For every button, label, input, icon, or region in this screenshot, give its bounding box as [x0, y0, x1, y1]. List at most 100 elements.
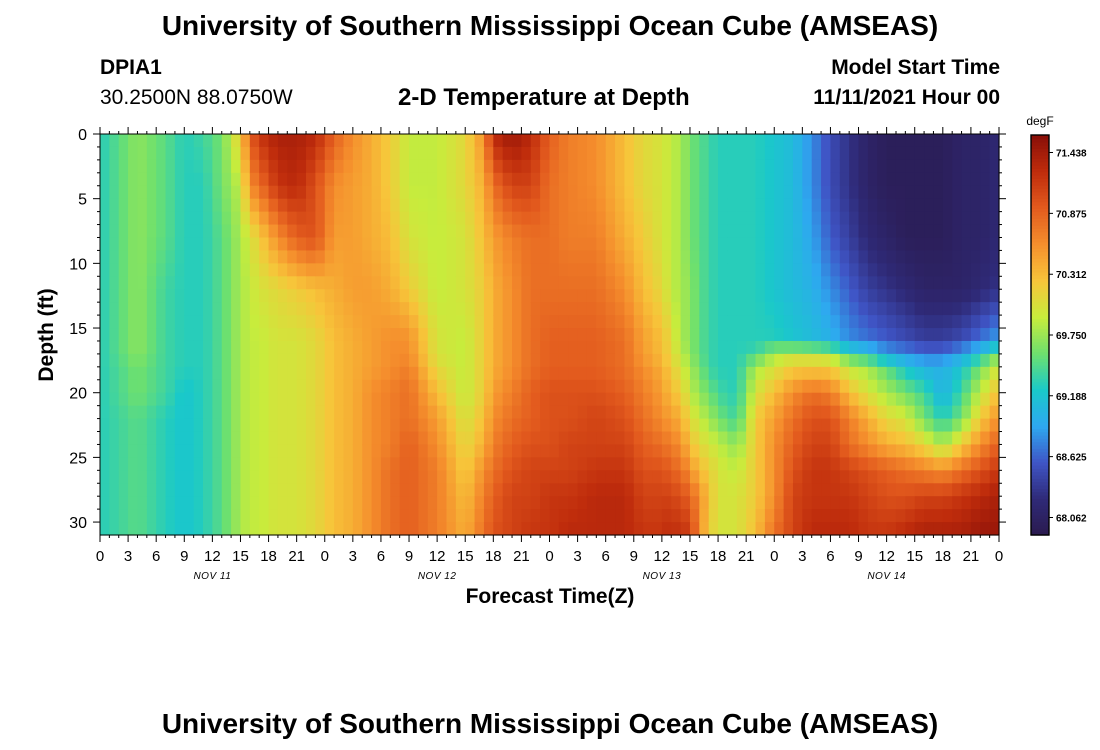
heatmap-cell	[352, 224, 363, 239]
heatmap-cell	[343, 315, 354, 329]
heatmap-cell	[558, 146, 569, 161]
heatmap-cell	[895, 340, 906, 355]
heatmap-cell	[474, 431, 485, 446]
heatmap-cell	[212, 289, 223, 303]
heatmap-cell	[212, 496, 223, 510]
heatmap-cell	[521, 379, 532, 394]
heatmap-cell	[615, 211, 626, 226]
heatmap-cell	[708, 250, 719, 264]
heatmap-cell	[989, 315, 1000, 329]
heatmap-cell	[390, 509, 401, 523]
heatmap-cell	[287, 379, 298, 394]
heatmap-cell	[156, 185, 167, 200]
heatmap-cell	[736, 509, 747, 523]
heatmap-cell	[746, 379, 757, 394]
heatmap-cell	[830, 418, 841, 433]
heatmap-cell	[568, 224, 579, 239]
heatmap-cell	[961, 159, 972, 174]
heatmap-cell	[259, 496, 270, 510]
heatmap-cell	[184, 185, 195, 200]
heatmap-cell	[334, 172, 345, 187]
heatmap-cell	[689, 431, 700, 446]
heatmap-cell	[577, 431, 588, 446]
heatmap-cell	[643, 444, 654, 458]
heatmap-cell	[446, 444, 457, 458]
heatmap-cell	[212, 302, 223, 316]
heatmap-cell	[240, 392, 251, 407]
heatmap-cell	[661, 444, 672, 458]
heatmap-cell	[624, 392, 635, 407]
heatmap-cell	[549, 353, 560, 368]
heatmap-cell	[802, 418, 813, 433]
heatmap-cell	[249, 509, 260, 523]
heatmap-cell	[268, 172, 279, 187]
heatmap-cell	[839, 185, 850, 200]
y-tick-label: 10	[69, 256, 87, 273]
colorbar-segment	[1031, 201, 1049, 206]
heatmap-cell	[231, 211, 242, 226]
heatmap-cell	[586, 340, 597, 355]
heatmap-cell	[483, 457, 494, 471]
heatmap-cell	[680, 172, 691, 187]
heatmap-cell	[718, 185, 729, 200]
heatmap-cell	[437, 340, 448, 355]
heatmap-cell	[886, 198, 897, 213]
heatmap-cell	[512, 379, 522, 394]
heatmap-cell	[380, 418, 391, 433]
heatmap-cell	[549, 198, 560, 213]
heatmap-cell	[652, 328, 663, 342]
heatmap-cell	[811, 289, 822, 303]
heatmap-cell	[455, 211, 466, 226]
heatmap-cell	[924, 185, 935, 200]
heatmap-cell	[605, 224, 616, 239]
heatmap-cell	[914, 172, 925, 187]
heatmap-cell	[259, 172, 270, 187]
heatmap-cell	[586, 159, 597, 174]
heatmap-cell	[586, 263, 597, 277]
heatmap-cell	[877, 483, 888, 497]
heatmap-cell	[661, 340, 672, 355]
heatmap-cell	[521, 328, 532, 342]
heatmap-cell	[839, 263, 850, 277]
heatmap-cell	[352, 315, 363, 329]
heatmap-cell	[128, 315, 139, 329]
heatmap-cell	[689, 379, 700, 394]
heatmap-cell	[137, 431, 148, 446]
heatmap-cell	[811, 146, 822, 161]
heatmap-cell	[802, 302, 813, 316]
heatmap-cell	[240, 237, 251, 252]
heatmap-cell	[970, 405, 981, 420]
heatmap-cell	[914, 134, 925, 148]
heatmap-cell	[970, 263, 981, 277]
colorbar-segment	[1031, 455, 1049, 459]
colorbar-tick-label: 71.438	[1056, 149, 1087, 160]
heatmap-cell	[877, 509, 888, 523]
heatmap-cell	[942, 366, 953, 381]
heatmap-cell	[109, 379, 120, 394]
heatmap-cell	[736, 172, 747, 187]
heatmap-cell	[652, 431, 663, 446]
heatmap-cell	[390, 250, 401, 264]
heatmap-cell	[409, 185, 419, 200]
heatmap-cell	[624, 470, 635, 484]
heatmap-cell	[671, 302, 682, 316]
heatmap-cell	[184, 224, 195, 239]
heatmap-cell	[727, 444, 738, 458]
colorbar-segment	[1031, 488, 1049, 493]
heatmap-cell	[905, 340, 916, 355]
heatmap-cell	[455, 379, 466, 394]
heatmap-cell	[540, 405, 551, 420]
heatmap-cell	[483, 263, 494, 277]
heatmap-cell	[240, 496, 251, 510]
heatmap-cell	[689, 340, 700, 355]
heatmap-cell	[849, 509, 860, 523]
heatmap-cell	[109, 263, 120, 277]
heatmap-cell	[277, 379, 288, 394]
heatmap-cell	[315, 431, 326, 446]
heatmap-cell	[867, 302, 878, 316]
heatmap-cell	[324, 146, 335, 161]
heatmap-cell	[287, 211, 298, 226]
heatmap-cell	[156, 302, 167, 316]
heatmap-cell	[399, 405, 410, 420]
heatmap-cell	[727, 340, 738, 355]
